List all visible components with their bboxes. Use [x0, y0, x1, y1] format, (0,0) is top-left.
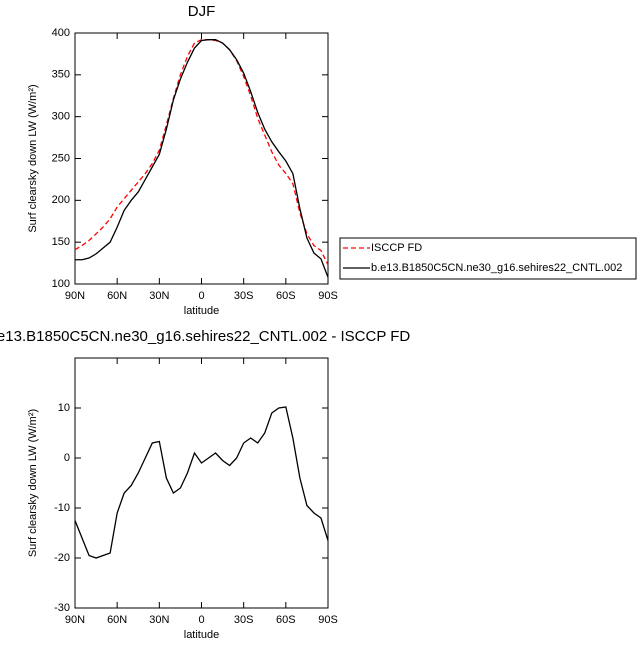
x-tick-label: 60S [276, 290, 296, 302]
y-tick-label: -10 [54, 502, 70, 514]
y-tick-label: -30 [54, 602, 70, 614]
x-tick-label: 60S [276, 614, 296, 626]
y-tick-label: 350 [52, 69, 70, 81]
y-tick-label: 100 [52, 278, 70, 290]
x-tick-label: 30N [149, 614, 169, 626]
x-tick-label: 60N [107, 614, 127, 626]
data-line [74, 39, 329, 266]
y-tick-label: 0 [64, 452, 70, 464]
x-tick-label: 90N [65, 614, 85, 626]
x-tick-label: 0 [198, 614, 204, 626]
y-tick-label: 150 [52, 236, 70, 248]
plot-frame [74, 32, 329, 285]
x-tick-label: 90S [318, 614, 338, 626]
y-tick-label: 200 [52, 194, 70, 206]
x-tick-label: 30N [149, 290, 169, 302]
y-tick-label: 400 [52, 27, 70, 39]
y-tick-label: 250 [52, 152, 70, 164]
y-tick-label: 10 [58, 402, 70, 414]
chart-title: DJF [188, 3, 216, 20]
x-axis-label: latitude [184, 305, 219, 317]
y-tick-label: -20 [54, 552, 70, 564]
data-line [74, 406, 329, 559]
x-axis-label: latitude [184, 629, 219, 641]
x-tick-label: 0 [198, 290, 204, 302]
legend-box [339, 237, 637, 280]
x-tick-label: 60N [107, 290, 127, 302]
plot-frame [74, 357, 329, 609]
x-tick-label: 30S [234, 290, 254, 302]
x-tick-label: 90S [318, 290, 338, 302]
chart-title: .e13.B1850C5CN.ne30_g16.sehires22_CNTL.0… [0, 328, 410, 345]
x-tick-label: 90N [65, 290, 85, 302]
y-axis-label: Surf clearsky down LW (W/m²) [27, 409, 39, 557]
x-tick-label: 30S [234, 614, 254, 626]
legend-label: b.e13.B1850C5CN.ne30_g16.sehires22_CNTL.… [371, 262, 622, 274]
data-line [75, 39, 329, 278]
y-axis-label: Surf clearsky down LW (W/m²) [27, 84, 39, 232]
y-tick-label: 300 [52, 111, 70, 123]
legend-label: ISCCP FD [371, 242, 422, 254]
